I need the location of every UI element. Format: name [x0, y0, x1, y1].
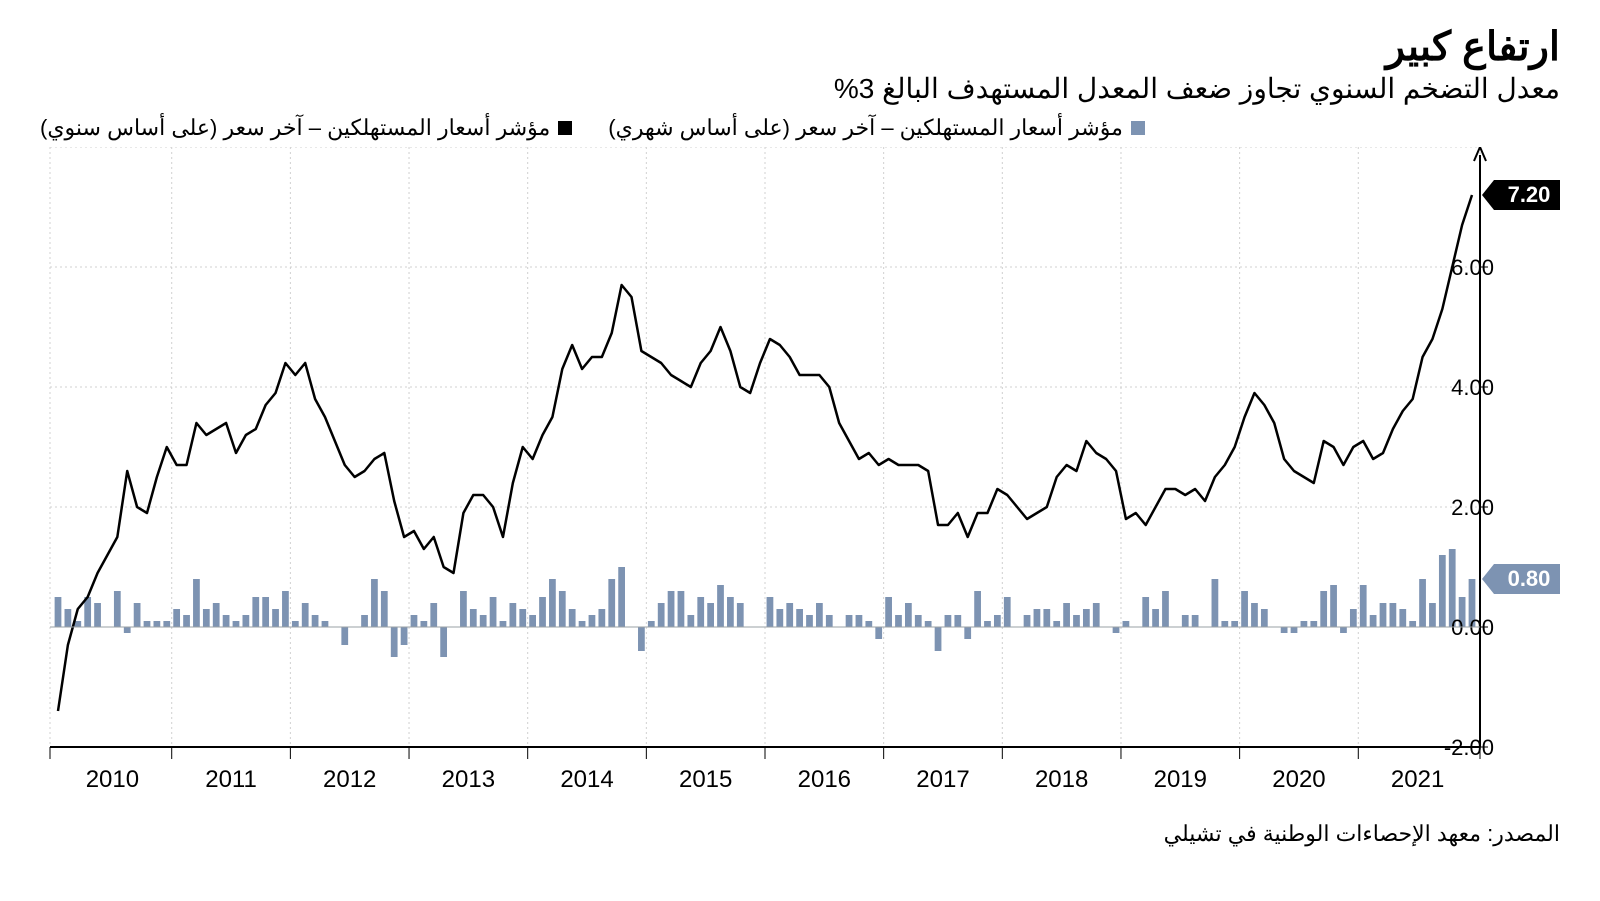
- legend-label-line: مؤشر أسعار المستهلكين – آخر سعر (على أسا…: [40, 115, 550, 141]
- svg-text:2013: 2013: [442, 766, 495, 793]
- legend: مؤشر أسعار المستهلكين – آخر سعر (على أسا…: [40, 115, 1560, 141]
- svg-text:2.00: 2.00: [1451, 495, 1494, 520]
- svg-text:2.00-: 2.00-: [1444, 735, 1494, 760]
- chart-source: المصدر: معهد الإحصاءات الوطنية في تشيلي: [40, 821, 1560, 847]
- svg-text:2018: 2018: [1035, 766, 1088, 793]
- chart: 2.00-0.002.004.006.002010201120122013201…: [40, 147, 1560, 807]
- svg-text:2016: 2016: [798, 766, 851, 793]
- svg-text:2017: 2017: [916, 766, 969, 793]
- legend-item-line: مؤشر أسعار المستهلكين – آخر سعر (على أسا…: [40, 115, 572, 141]
- svg-text:6.00: 6.00: [1451, 255, 1494, 280]
- legend-swatch-line: [558, 121, 572, 135]
- svg-text:2012: 2012: [323, 766, 376, 793]
- chart-title: ارتفاع كبير: [40, 24, 1560, 70]
- svg-text:2021: 2021: [1391, 766, 1444, 793]
- svg-text:2015: 2015: [679, 766, 732, 793]
- svg-text:4.00: 4.00: [1451, 375, 1494, 400]
- legend-swatch-bar: [1131, 121, 1145, 135]
- legend-item-bar: مؤشر أسعار المستهلكين – آخر سعر (على أسا…: [608, 115, 1145, 141]
- chart-subtitle: معدل التضخم السنوي تجاوز ضعف المعدل المس…: [40, 72, 1560, 105]
- svg-text:7.20: 7.20: [1508, 182, 1551, 207]
- svg-text:0.80: 0.80: [1508, 566, 1551, 591]
- svg-text:2010: 2010: [86, 766, 139, 793]
- legend-label-bar: مؤشر أسعار المستهلكين – آخر سعر (على أسا…: [608, 115, 1123, 141]
- svg-text:2020: 2020: [1272, 766, 1325, 793]
- chart-svg: 2.00-0.002.004.006.002010201120122013201…: [40, 147, 1560, 807]
- svg-text:2014: 2014: [560, 766, 613, 793]
- svg-text:2019: 2019: [1154, 766, 1207, 793]
- svg-text:2011: 2011: [205, 766, 257, 793]
